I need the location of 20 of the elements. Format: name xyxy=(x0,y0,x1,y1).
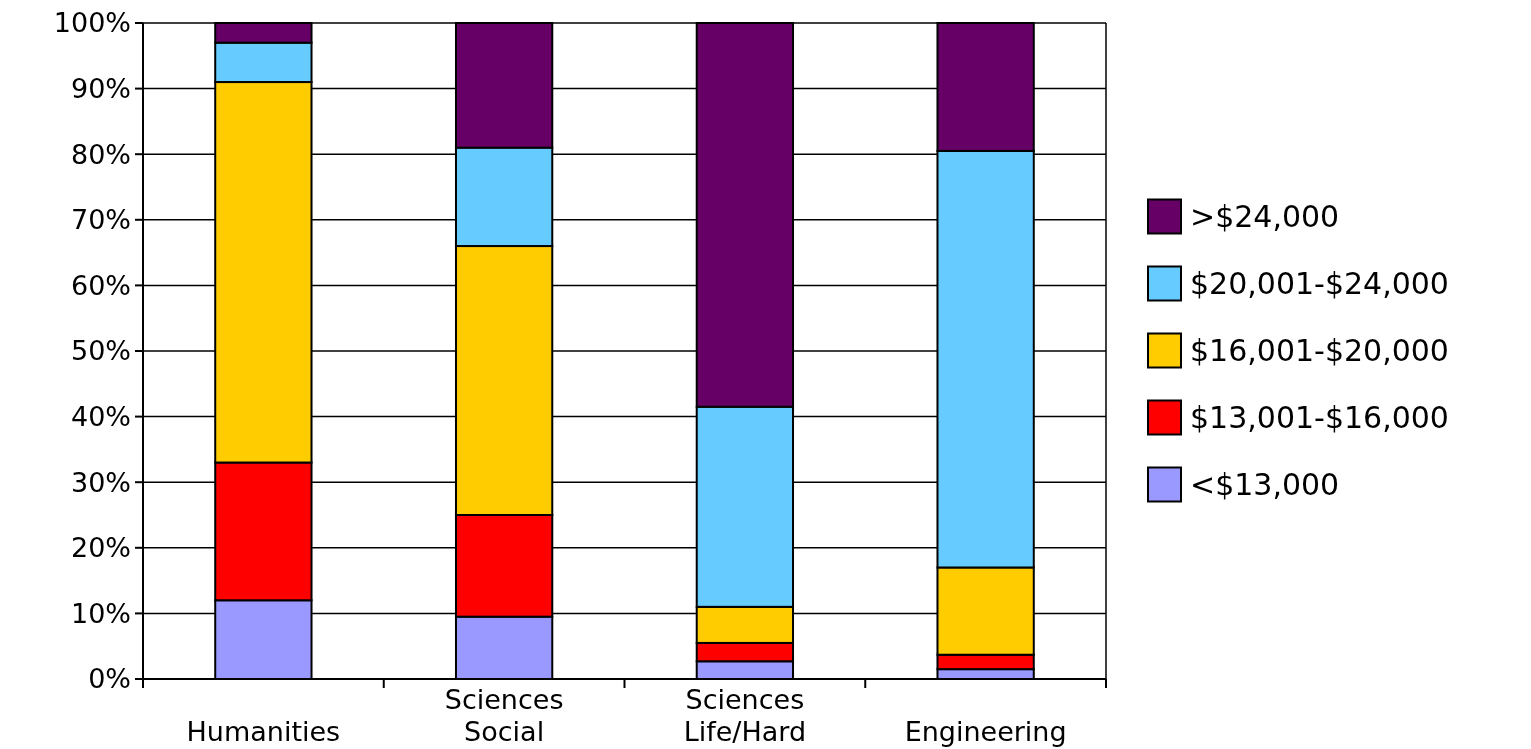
x-tick-label: Humanities xyxy=(186,716,341,747)
y-tick-label: 20% xyxy=(70,532,131,564)
y-tick-label: 40% xyxy=(70,401,131,433)
y-tick-label: 90% xyxy=(70,73,131,105)
y-tick-label: 0% xyxy=(88,663,131,695)
legend-label: <$13,000 xyxy=(1190,467,1340,502)
x-tick-label: Sciences Life/Hard xyxy=(683,684,807,747)
y-tick-label: 60% xyxy=(70,269,131,301)
y-tick-label: 80% xyxy=(70,138,131,170)
y-tick-label: 100% xyxy=(53,7,131,39)
legend-label: >$24,000 xyxy=(1190,199,1340,234)
y-tick-label: 50% xyxy=(70,335,131,367)
legend-label: $16,001-$20,000 xyxy=(1190,333,1449,368)
legend-label: $20,001-$24,000 xyxy=(1190,266,1449,301)
y-tick-label: 10% xyxy=(70,597,131,629)
x-tick-label: Sciences Social xyxy=(444,684,564,747)
legend-label: $13,001-$16,000 xyxy=(1190,400,1449,435)
x-tick-label: Engineering xyxy=(904,716,1067,747)
y-tick-label: 70% xyxy=(70,204,131,236)
y-tick-label: 30% xyxy=(70,466,131,498)
